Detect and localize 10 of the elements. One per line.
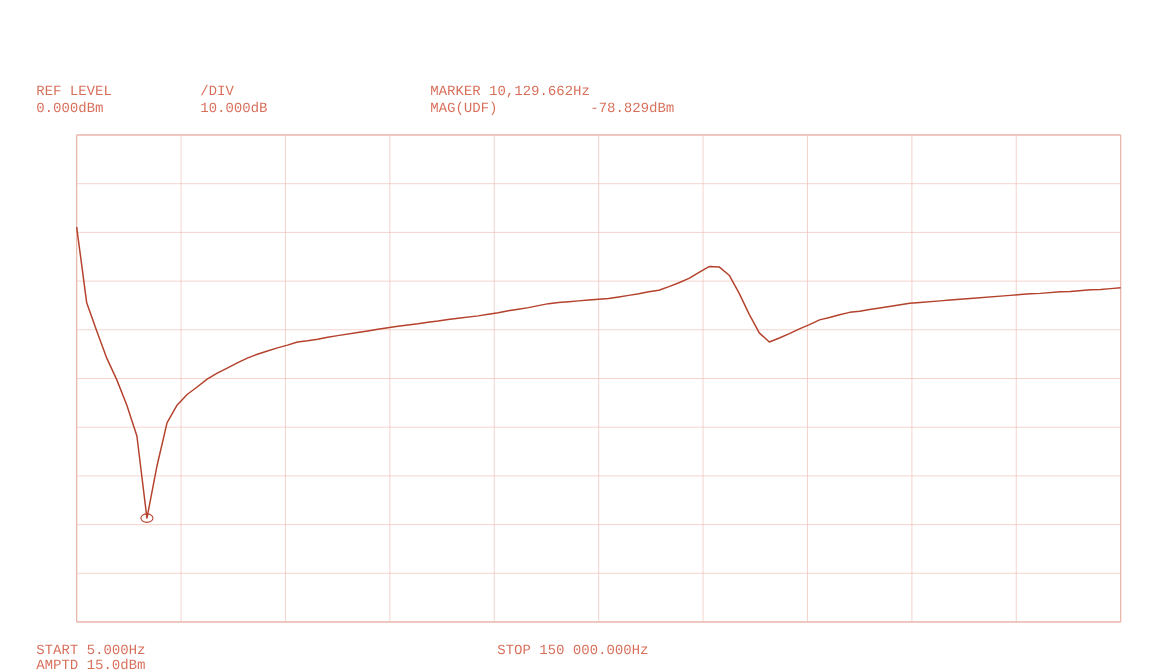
text: MAG(UDF) [431, 101, 496, 115]
text: STOP 150 000.000Hz [497, 644, 648, 655]
text: AMPTD 15.0dBm [36, 658, 145, 670]
text: 0.000dBm [37, 101, 103, 113]
text: 10.000dB [201, 101, 267, 113]
text: START 5.000Hz [36, 644, 145, 655]
text: /DIV [201, 84, 234, 96]
text: REF LEVEL [37, 85, 111, 95]
text: -78.829dBm [592, 101, 674, 113]
text: MARKER 10,129.662Hz [431, 85, 589, 98]
